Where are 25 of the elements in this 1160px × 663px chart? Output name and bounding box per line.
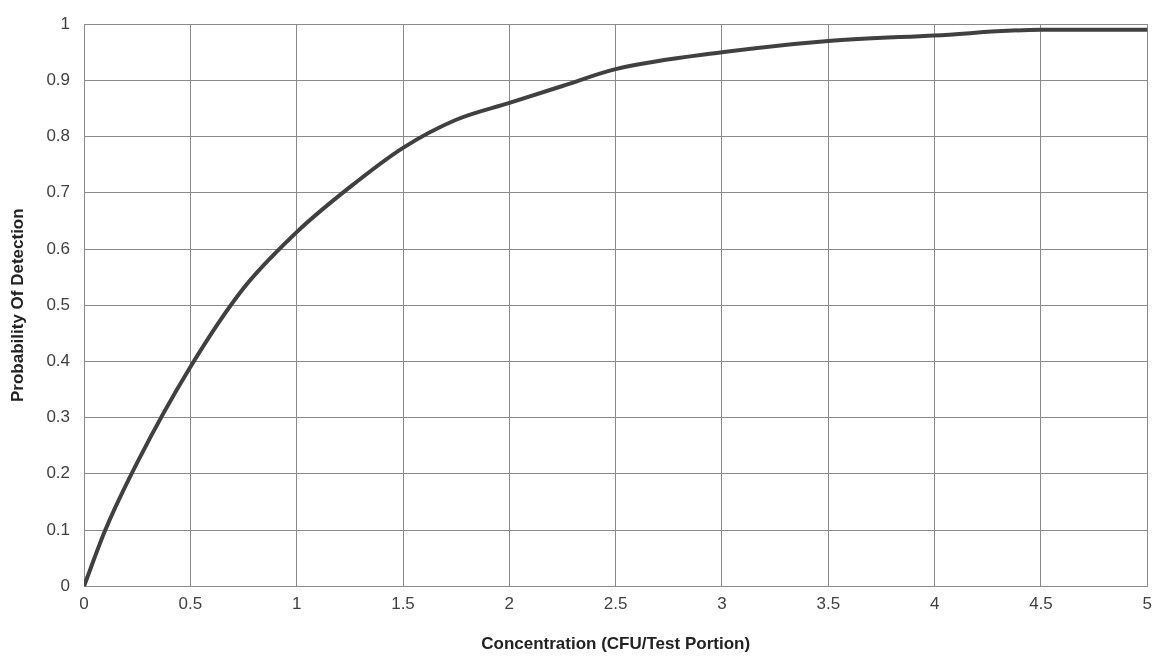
y-tick-label: 0.3 xyxy=(46,407,71,427)
x-tick-label: 4.5 xyxy=(1029,594,1053,614)
x-tick-label: 1 xyxy=(291,594,302,614)
x-tick-label: 3.5 xyxy=(816,594,841,614)
y-tick-label: 1 xyxy=(60,13,71,33)
y-tick-label: 0.4 xyxy=(46,351,71,371)
y-tick-label: 0.1 xyxy=(46,519,71,539)
y-axis-title: Probability Of Detection xyxy=(7,208,27,403)
y-tick-label: 0.7 xyxy=(46,182,71,202)
x-axis-title: Concentration (CFU/Test Portion) xyxy=(481,634,751,654)
x-tick-label: 3 xyxy=(717,594,727,614)
y-tick-label: 0.9 xyxy=(46,70,71,90)
y-tick-label: 0.5 xyxy=(46,294,71,314)
y-tick-label: 0.6 xyxy=(46,238,71,258)
x-tick-label: 2 xyxy=(504,594,515,614)
x-tick-label: 1.5 xyxy=(391,594,415,614)
x-tick-label: 0.5 xyxy=(178,594,203,614)
x-tick-label: 4 xyxy=(929,594,940,614)
x-tick-label: 0 xyxy=(79,594,89,614)
y-tick-label: 0.8 xyxy=(46,126,71,146)
x-tick-label: 5 xyxy=(1142,594,1153,614)
x-tick-label: 2.5 xyxy=(603,594,628,614)
line-series xyxy=(84,27,1148,587)
y-tick-label: 0.2 xyxy=(46,463,71,483)
y-tick-label: 0 xyxy=(60,575,71,595)
